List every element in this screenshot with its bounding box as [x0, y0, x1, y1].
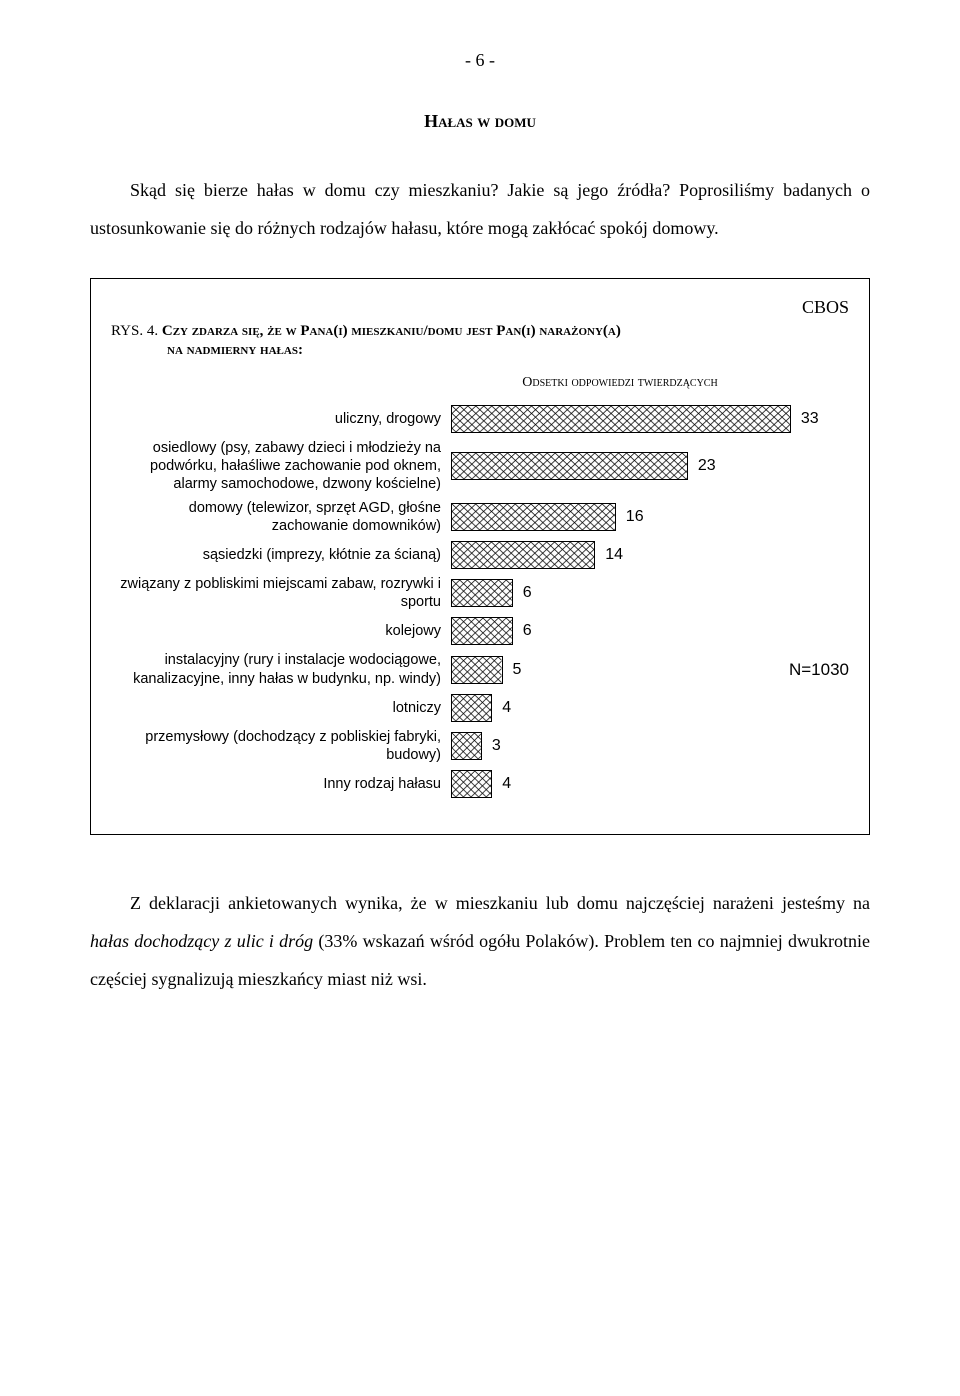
bar-label: osiedlowy (psy, zabawy dzieci i młodzież… [111, 439, 451, 493]
bar-label: kolejowy [111, 622, 451, 640]
bar [451, 656, 503, 684]
chart-row: domowy (telewizor, sprzęt AGD, głośne za… [111, 499, 849, 535]
bar-value: 4 [502, 699, 511, 717]
bar-value: 33 [801, 410, 819, 428]
page-number: - 6 - [90, 50, 870, 71]
bar-label: domowy (telewizor, sprzęt AGD, głośne za… [111, 499, 451, 535]
rys-question-line2: na nadmierny hałas: [111, 341, 303, 361]
rys-question-line1: Czy zdarza się, że w Pana(i) mieszkaniu/… [162, 323, 621, 339]
chart-row: instalacyjny (rury i instalacje wodociąg… [111, 651, 849, 687]
bar [451, 452, 688, 480]
bar-value: 6 [523, 584, 532, 602]
closing-italic: hałas dochodzący z ulic i dróg [90, 931, 313, 951]
chart-row: uliczny, drogowy 33 [111, 405, 849, 433]
bar [451, 732, 482, 760]
bar-value: 14 [605, 546, 623, 564]
bar [451, 405, 791, 433]
bar-value: 5 [513, 661, 522, 679]
cbos-label: CBOS [111, 297, 849, 318]
bar-label: lotniczy [111, 699, 451, 717]
chart-row: osiedlowy (psy, zabawy dzieci i młodzież… [111, 439, 849, 493]
bar-wrap: 14 [451, 541, 849, 569]
bar [451, 617, 513, 645]
bar-value: 23 [698, 457, 716, 475]
bar-label: instalacyjny (rury i instalacje wodociąg… [111, 651, 451, 687]
bar [451, 770, 492, 798]
chart-row: sąsiedzki (imprezy, kłótnie za ścianą) 1… [111, 541, 849, 569]
bar-wrap: 6 [451, 579, 849, 607]
rys-question: RYS. 4. Czy zdarza się, że w Pana(i) mie… [111, 322, 849, 361]
section-title: Hałas w domu [90, 111, 870, 132]
intro-paragraph: Skąd się bierze hałas w domu czy mieszka… [90, 172, 870, 248]
closing-pre: Z deklaracji ankietowanych wynika, że w … [130, 893, 870, 913]
bar-value: 6 [523, 622, 532, 640]
bar-wrap: 33 [451, 405, 849, 433]
bar-label: sąsiedzki (imprezy, kłótnie za ścianą) [111, 546, 451, 564]
bar [451, 541, 595, 569]
bar-value: 4 [502, 775, 511, 793]
bar-wrap: 16 [451, 503, 849, 531]
closing-paragraph: Z deklaracji ankietowanych wynika, że w … [90, 885, 870, 998]
bar-wrap: 23 [451, 452, 849, 480]
bar [451, 694, 492, 722]
chart-row: Inny rodzaj hałasu 4 [111, 770, 849, 798]
bar-wrap: 4 [451, 694, 849, 722]
chart-row: przemysłowy (dochodzący z pobliskiej fab… [111, 728, 849, 764]
chart-row: kolejowy 6 [111, 617, 849, 645]
rys-prefix: RYS. 4. [111, 323, 158, 339]
bar-value: 3 [492, 737, 501, 755]
bar [451, 503, 616, 531]
bar [451, 579, 513, 607]
n-label: N=1030 [789, 660, 849, 680]
bar-wrap: 4 [451, 770, 849, 798]
figure-box: CBOS RYS. 4. Czy zdarza się, że w Pana(i… [90, 278, 870, 835]
bar-value: 16 [626, 508, 644, 526]
bar-label: uliczny, drogowy [111, 410, 451, 428]
chart-row: lotniczy 4 [111, 694, 849, 722]
bar-chart: uliczny, drogowy 33 osiedlowy (psy, zabaw… [111, 405, 849, 798]
bar-label: związany z pobliskimi miejscami zabaw, r… [111, 575, 451, 611]
bar-wrap: 6 [451, 617, 849, 645]
bar-wrap: 3 [451, 732, 849, 760]
bar-label: przemysłowy (dochodzący z pobliskiej fab… [111, 728, 451, 764]
bar-label: Inny rodzaj hałasu [111, 775, 451, 793]
chart-subheader: Odsetki odpowiedzi twierdzących [391, 375, 849, 391]
chart-row: związany z pobliskimi miejscami zabaw, r… [111, 575, 849, 611]
